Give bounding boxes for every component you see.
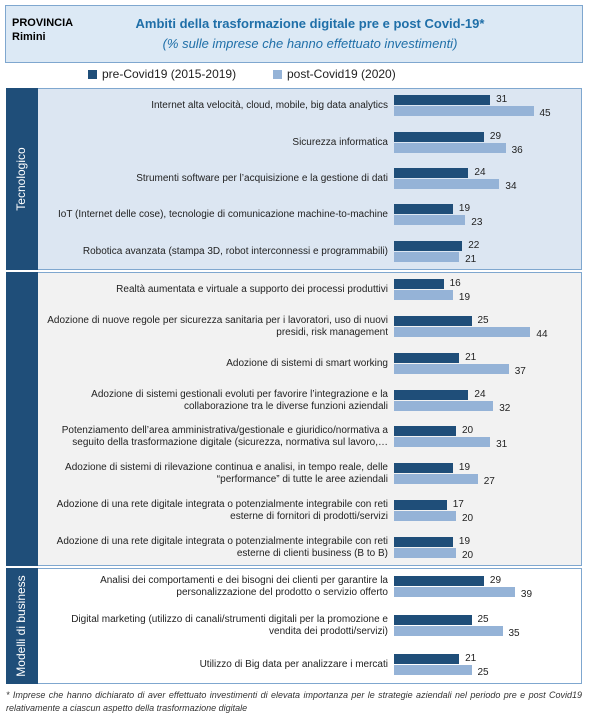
value-label: 21 xyxy=(465,253,477,265)
bar xyxy=(394,290,453,301)
value-label: 23 xyxy=(471,217,483,229)
bar xyxy=(394,426,456,437)
group-strip xyxy=(6,272,38,566)
bar xyxy=(394,106,534,117)
value-label: 31 xyxy=(496,94,508,106)
value-label: 17 xyxy=(452,498,464,510)
bar xyxy=(394,95,491,106)
value-label: 29 xyxy=(489,130,502,142)
value-label: 37 xyxy=(514,365,526,377)
category-label: Adozione di nuove regole per sicurezza s… xyxy=(47,315,388,339)
header-box xyxy=(5,5,583,63)
value-label: 25 xyxy=(477,614,489,625)
value-label: 39 xyxy=(520,589,533,601)
bar xyxy=(394,615,472,625)
bar xyxy=(394,463,453,474)
bar xyxy=(394,664,472,675)
category-label: Realtà aumentata e virtuale a supporto d… xyxy=(116,284,388,296)
value-label: 36 xyxy=(511,144,523,156)
value-label: 19 xyxy=(458,203,471,215)
legend-swatch xyxy=(88,70,97,79)
category-label: Analisi dei comportamenti e dei bisogni … xyxy=(100,575,388,599)
bar xyxy=(394,204,453,215)
value-label: 35 xyxy=(508,628,520,639)
value-label: 19 xyxy=(458,535,471,547)
title: Ambiti della trasformazione digitale pre… xyxy=(135,16,485,31)
group-strip xyxy=(6,88,38,270)
bar xyxy=(394,352,460,363)
legend-label: pre-Covid19 (2015-2019) xyxy=(102,67,237,81)
value-label: 20 xyxy=(462,549,474,561)
bar xyxy=(394,653,460,664)
bar xyxy=(394,576,484,587)
value-label: 29 xyxy=(489,575,502,587)
category-label: Adozione di sistemi gestionali evoluti p… xyxy=(91,388,388,412)
bar xyxy=(394,363,509,374)
bar xyxy=(394,131,484,142)
header-label: PROVINCIA xyxy=(12,17,74,29)
value-label: 25 xyxy=(477,666,489,678)
value-label: 21 xyxy=(465,351,477,363)
value-label: 19 xyxy=(458,292,471,304)
category-label: Sicurezza informatica xyxy=(292,136,388,148)
bar xyxy=(394,400,494,411)
category-label: IoT (Internet delle cose), tecnologie di… xyxy=(58,209,388,221)
bar xyxy=(394,142,506,153)
bar xyxy=(394,510,456,521)
category-label: Adozione di una rete digitale integrata … xyxy=(56,498,388,522)
group-box xyxy=(6,272,582,566)
header-place: Rimini xyxy=(12,31,46,43)
category-label: Adozione di sistemi di rilevazione conti… xyxy=(65,462,388,486)
footnote: * Imprese che hanno dichiarato di aver e… xyxy=(6,690,582,713)
bar xyxy=(394,499,447,510)
bar xyxy=(394,547,456,558)
bar xyxy=(394,587,515,598)
value-label: 25 xyxy=(477,315,489,327)
bar xyxy=(394,316,472,327)
value-label: 20 xyxy=(462,425,474,437)
value-label: 24 xyxy=(474,388,486,400)
bar xyxy=(394,327,531,338)
category-label: Robotica avanzata (stampa 3D, robot inte… xyxy=(82,245,388,257)
bar xyxy=(394,437,491,448)
category-label: Utilizzo di Big data per analizzare i me… xyxy=(199,658,388,670)
bar xyxy=(394,626,503,636)
bar xyxy=(394,389,469,400)
bar xyxy=(394,536,453,547)
value-label: 20 xyxy=(462,512,474,524)
value-label: 24 xyxy=(474,167,486,178)
bar xyxy=(394,215,466,226)
category-label: Adozione di sistemi di smart working xyxy=(226,357,388,369)
category-label: Digital marketing (utilizzo di canali/st… xyxy=(71,613,388,637)
value-label: 31 xyxy=(496,439,508,451)
bar xyxy=(394,179,500,189)
value-label: 22 xyxy=(468,239,480,251)
bar xyxy=(394,251,460,262)
bar xyxy=(394,279,444,290)
legend-swatch xyxy=(273,70,282,79)
bar xyxy=(394,240,463,251)
value-label: 44 xyxy=(536,329,548,341)
value-label: 27 xyxy=(483,476,495,488)
legend-label: post-Covid19 (2020) xyxy=(287,67,396,81)
subtitle: (% sulle imprese che hanno effettuato in… xyxy=(162,36,458,51)
bar xyxy=(394,168,469,178)
value-label: 21 xyxy=(465,652,477,664)
category-label: Strumenti software per l’acquisizione e … xyxy=(136,172,388,184)
value-label: 45 xyxy=(539,108,551,120)
category-label: Adozione di una rete digitale integrata … xyxy=(56,535,388,559)
value-label: 16 xyxy=(449,278,461,290)
bar xyxy=(394,474,478,485)
value-label: 19 xyxy=(458,462,471,474)
group-label: Tecnologico xyxy=(14,147,28,211)
group-strip xyxy=(6,568,38,684)
category-label: Potenziamento dell’area amministrativa/g… xyxy=(61,425,388,449)
group-label xyxy=(14,272,30,566)
value-label: 34 xyxy=(505,181,517,192)
value-label: 32 xyxy=(499,402,511,414)
category-label: Internet alta velocità, cloud, mobile, b… xyxy=(151,100,388,112)
group-label: Modelli di business xyxy=(14,575,28,677)
